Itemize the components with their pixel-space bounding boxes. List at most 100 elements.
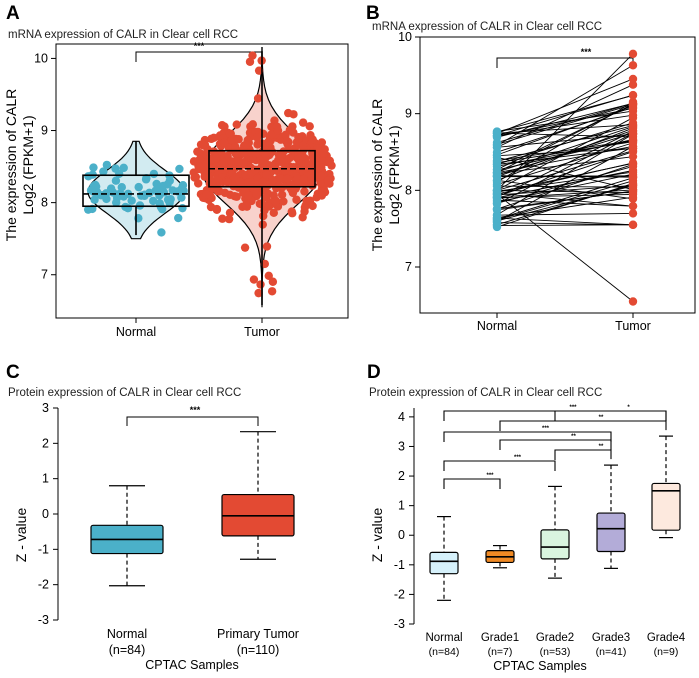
panel-b-ytick-label: 7	[405, 260, 412, 274]
panel-c-count-tumor: (n=110)	[237, 643, 280, 657]
panel-b-point-tumor	[628, 194, 638, 204]
panel-a-point-tumor	[193, 179, 203, 188]
panel-d-comparison-label: *	[627, 405, 630, 411]
panel-d-ytick-label: -2	[394, 587, 405, 601]
panel-b-point-tumor	[628, 167, 638, 177]
panel-d-normal-box	[429, 551, 459, 575]
panel-b-pair-line	[496, 147, 634, 165]
panel-d-title: Protein expression of CALR in Clear cell…	[369, 387, 602, 399]
panel-a-point-tumor	[317, 138, 327, 147]
panel-b-pair-line	[496, 105, 634, 156]
panel-a-point-tumor	[298, 118, 308, 127]
panel-a-point-normal	[134, 182, 143, 192]
panel-b-pair-line	[496, 175, 634, 178]
panel-c-ytick-label: -1	[38, 542, 49, 556]
panel-a-significance: ***	[194, 41, 205, 51]
panel-b-pair-line	[496, 184, 634, 226]
panel-a-point-tumor	[264, 202, 274, 211]
panel-b-pair-line	[496, 103, 634, 145]
panel-a-point-tumor	[284, 108, 293, 118]
panel-b-significance-bracket	[496, 57, 634, 68]
panel-d-ytick-label: 0	[398, 528, 405, 542]
panel-a-point-tumor	[292, 195, 301, 204]
panel-b-pair-line	[496, 199, 634, 207]
panel-b-pair-line	[496, 139, 634, 171]
panel-a-point-tumor	[254, 66, 264, 75]
panel-b: B mRNA expression of CALR in Clear cell …	[366, 3, 651, 333]
panel-d-ytick-label: 3	[398, 439, 405, 453]
panel-a-point-tumor	[299, 145, 308, 154]
panel-a-point-tumor	[283, 174, 292, 184]
panel-a-ytick-label: 9	[41, 124, 48, 138]
panel-a-point-tumor	[299, 174, 308, 184]
panel-a-point-tumor	[269, 208, 279, 218]
panel-a-point-normal	[102, 194, 111, 204]
panel-b-point-tumor	[628, 120, 638, 129]
panel-d-xtick-grade3: Grade3	[592, 632, 630, 644]
panel-a-point-tumor	[262, 170, 271, 179]
panel-a-point-tumor	[248, 120, 258, 129]
panel-a-normal-box	[82, 174, 190, 208]
panel-a-point-tumor	[212, 204, 222, 214]
panel-a-point-tumor	[249, 275, 259, 284]
panel-d-comparison-bracket	[554, 410, 667, 421]
panel-b-pair-line	[496, 189, 634, 194]
panel-a-ylabel-line2: Log2 (FPKM+1)	[20, 115, 36, 214]
panel-b-point-normal	[492, 199, 502, 208]
panel-d-xlabel: CPTAC Samples	[493, 659, 587, 673]
panel-a-point-tumor	[279, 197, 288, 206]
panel-a-point-tumor	[300, 187, 309, 196]
panel-a-point-tumor	[271, 197, 280, 207]
panel-a-point-tumor	[308, 135, 317, 144]
panel-d-comparison-label: ***	[486, 473, 494, 479]
panel-b-point-tumor	[628, 180, 638, 189]
panel-a-point-tumor	[264, 271, 273, 280]
panel-a-point-tumor	[217, 121, 227, 130]
panel-d-xtick-grade4: Grade4	[647, 632, 686, 644]
panel-b-point-tumor	[628, 220, 638, 230]
panel-b-ylabel-line2: Log2 (FPKM+1)	[386, 125, 402, 224]
panel-d-comparison-bracket	[499, 439, 612, 450]
panel-a: A mRNA expression of CALR in Clear cell …	[3, 3, 280, 339]
panel-a-ylabel-line1: The expression of CALR	[3, 89, 19, 242]
panel-a-point-tumor	[218, 214, 227, 223]
panel-b-pair-line	[496, 193, 634, 302]
panel-d-count-normal: (n=84)	[429, 646, 460, 658]
panel-a-point-tumor	[199, 161, 208, 171]
panel-b-pair-line	[496, 212, 634, 216]
panel-c-xtick-normal: Normal	[107, 627, 147, 641]
panel-a-point-tumor	[261, 151, 270, 160]
panel-a-point-tumor	[252, 189, 261, 199]
panel-a-point-tumor	[241, 140, 251, 149]
panel-a-point-tumor	[293, 174, 302, 184]
panel-c-ytick-label: 2	[42, 436, 49, 450]
panel-b-point-tumor	[628, 74, 638, 84]
panel-c-significance: ***	[190, 405, 201, 415]
panel-a-point-tumor	[220, 188, 230, 198]
panel-a-ytick-label: 7	[41, 268, 48, 282]
panel-a-point-normal	[108, 188, 118, 197]
panel-b-point-tumor	[628, 49, 638, 59]
panel-b-pair-line	[496, 104, 634, 170]
panel-d-comparison-label: **	[571, 434, 576, 440]
panel-b-pair-line	[496, 94, 634, 136]
panel-d-count-grade2: (n=53)	[540, 646, 571, 658]
panel-a-point-tumor	[219, 165, 228, 174]
panel-a-point-tumor	[320, 145, 329, 154]
panel-b-ylabel-line1: The expression of CALR	[369, 99, 385, 252]
panel-a-point-normal	[86, 186, 96, 195]
panel-b-pair-line	[496, 224, 634, 226]
panel-a-point-normal	[175, 164, 184, 174]
panel-a-point-tumor	[235, 177, 245, 187]
panel-d-comparison-label: **	[599, 444, 604, 450]
panel-b-pair-line	[496, 124, 634, 134]
panel-a-point-tumor	[202, 190, 211, 199]
panel-b-frame	[419, 36, 696, 314]
panel-b-point-tumor	[628, 297, 638, 306]
panel-a-point-tumor	[219, 158, 229, 168]
panel-a-point-tumor	[258, 177, 267, 187]
panel-b-point-tumor	[628, 110, 638, 120]
panel-a-point-tumor	[227, 168, 237, 178]
panel-c-count-normal: (n=84)	[109, 643, 145, 657]
panel-a-point-tumor	[316, 178, 325, 187]
